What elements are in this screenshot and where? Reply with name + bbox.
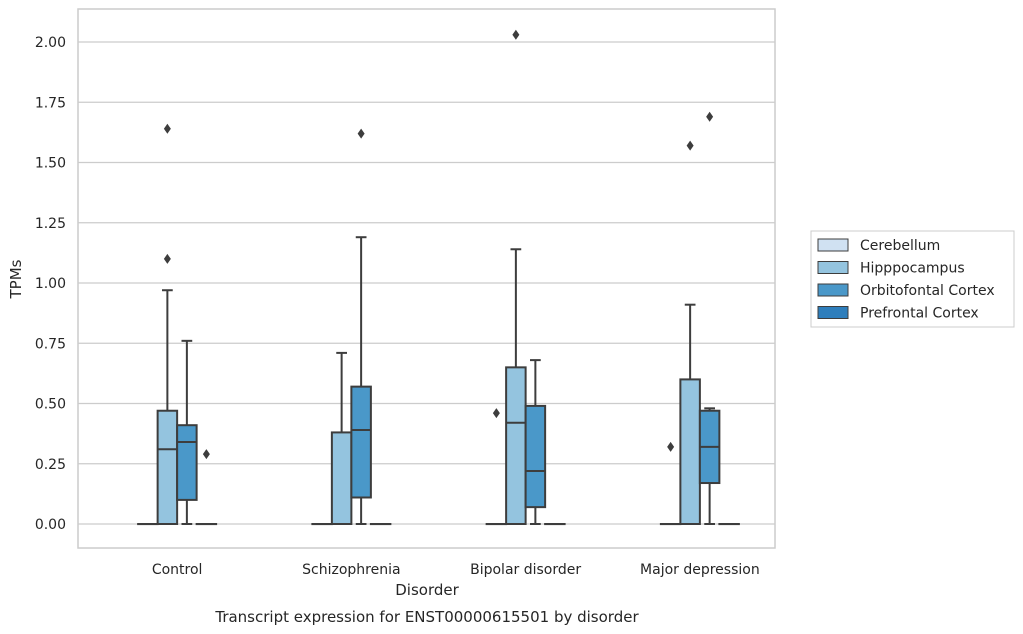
x-axis-ticks: Control Schizophrenia Bipolar disorder Majo… xyxy=(152,562,760,578)
box-body xyxy=(505,366,527,525)
legend-label: Orbitofontal Cortex xyxy=(860,283,995,299)
legend-swatch xyxy=(817,306,849,319)
y-tick-label: 2.00 xyxy=(35,35,66,51)
legend-swatch xyxy=(817,261,849,274)
x-axis-label: Disorder xyxy=(395,581,459,599)
y-tick-label: 1.75 xyxy=(35,95,66,111)
box-orbitofontal-cortex xyxy=(176,339,198,525)
box-orbitofontal-cortex xyxy=(524,359,547,525)
y-tick-label: 0.75 xyxy=(35,336,66,352)
outlier-point xyxy=(512,29,520,40)
x-tick-label: Schizophrenia xyxy=(302,562,400,578)
x-tick-label: Bipolar disorder xyxy=(470,562,581,578)
x-tick-label: Major depression xyxy=(640,562,760,578)
y-tick-label: 0.25 xyxy=(35,457,66,473)
outlier-point xyxy=(686,140,694,151)
box-body xyxy=(330,431,353,526)
legend-swatch xyxy=(817,238,849,252)
y-axis-label: TPMs xyxy=(7,259,25,299)
outlier-point xyxy=(163,123,171,134)
legend-swatch xyxy=(817,283,849,297)
legend-label: Prefrontal Cortex xyxy=(860,306,979,322)
box-body xyxy=(350,385,372,499)
outlier-point xyxy=(706,111,714,122)
box-body xyxy=(679,378,701,525)
box-hipppocampus xyxy=(156,123,179,526)
legend: Cerebellum Hipppocampus Orbitofontal Corte… xyxy=(810,230,1015,328)
y-tick-label: 1.00 xyxy=(35,276,66,292)
y-tick-label: 1.25 xyxy=(35,216,66,232)
outlier-point xyxy=(202,449,210,460)
box-prefrontal-cortex xyxy=(195,449,218,526)
y-tick-label: 0.00 xyxy=(35,517,66,533)
box-hipppocampus xyxy=(505,29,527,525)
box-body xyxy=(176,424,198,501)
outlier-point xyxy=(357,128,365,139)
plot-area xyxy=(77,8,776,549)
chart-caption: Transcript expression for ENST0000061550… xyxy=(214,608,639,626)
box-body xyxy=(156,409,179,526)
box-body xyxy=(524,404,547,509)
y-tick-label: 0.50 xyxy=(35,397,66,413)
boxes xyxy=(137,29,740,526)
legend-label: Cerebellum xyxy=(860,238,940,254)
outlier-point xyxy=(163,253,171,264)
box-hipppocampus xyxy=(679,140,701,525)
legend-label: Hipppocampus xyxy=(860,261,965,277)
box-cerebellum xyxy=(659,441,682,526)
outlier-point xyxy=(492,408,500,419)
box-hipppocampus xyxy=(330,351,353,526)
y-axis-ticks: 0.00 0.25 0.50 0.75 1.00 1.25 1.50 1.75 2.00 xyxy=(35,35,66,533)
y-tick-label: 1.50 xyxy=(35,156,66,172)
box-orbitofontal-cortex xyxy=(350,128,372,525)
outlier-point xyxy=(667,441,675,452)
x-tick-label: Control xyxy=(152,562,203,578)
box-cerebellum xyxy=(485,408,508,526)
box-orbitofontal-cortex xyxy=(698,111,721,525)
